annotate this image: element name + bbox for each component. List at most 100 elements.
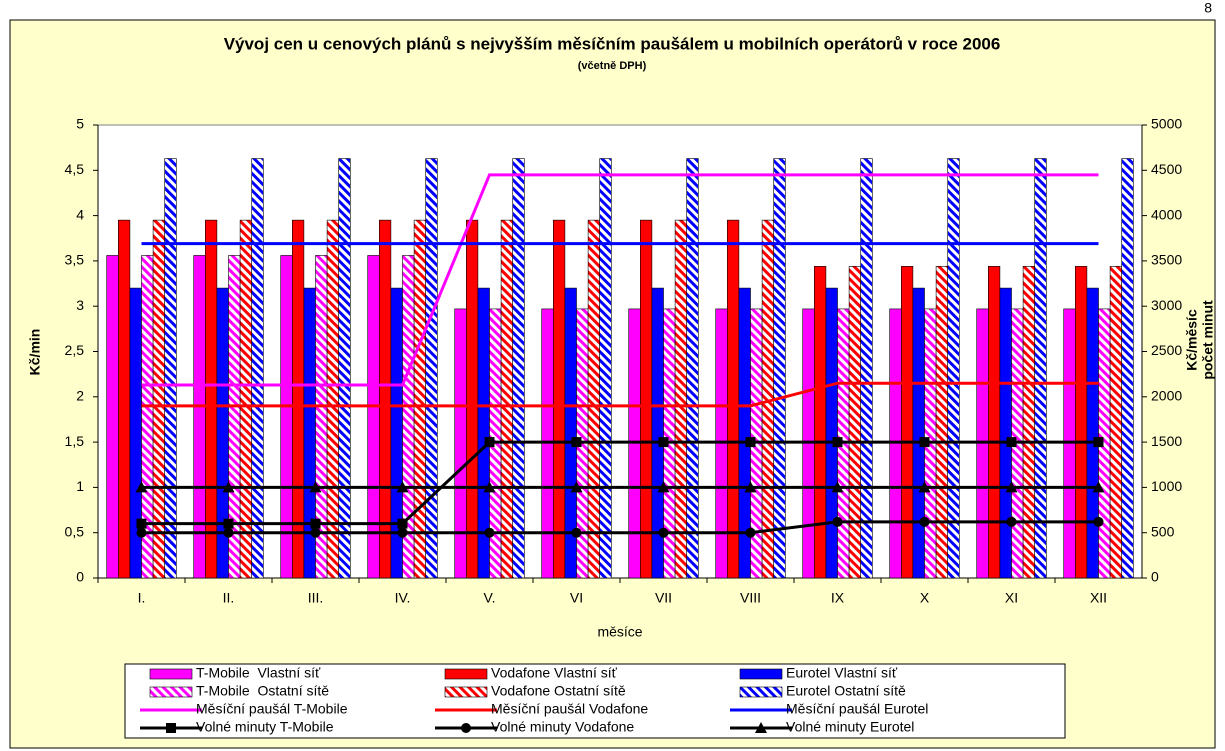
bar [164,158,177,579]
point-marker [918,481,931,493]
y2-axis-label: Kč/měsíc [1184,309,1200,371]
legend-label: Měsíční paušál Vodafone [491,701,648,717]
legend-swatch [739,668,783,680]
bar [987,266,1001,579]
point-marker [1005,481,1018,493]
point-marker [310,518,321,529]
x-axis-label: měsíce [597,624,642,640]
bar [251,158,264,579]
bar [1034,158,1047,579]
line [141,173,1099,387]
bar [106,255,119,579]
x-tick-label: IV. [395,590,411,606]
bar [999,287,1012,579]
point-marker [397,527,408,538]
x-tick-label: IX [831,590,845,606]
x-tick-label: VII [655,590,672,606]
point-marker [745,437,756,448]
x-tick-label: X [920,590,930,606]
y2-axis-label: počet minut [1200,300,1216,380]
point-marker [136,527,147,538]
legend-label: Vodafone Ostatní sítě [491,683,626,699]
point-marker [223,527,234,538]
x-tick-label: VI [570,590,583,606]
bar [118,219,131,579]
legend-label: Měsíční paušál T-Mobile [196,701,348,717]
legend-label: Vodafone Vlastní síť [491,665,618,681]
x-tick-label: XI [1005,590,1018,606]
bar [599,158,612,579]
y-tick-label: 0 [76,569,84,585]
y2-tick-label: 500 [1151,523,1175,539]
y-axis-label: Kč/min [27,329,43,376]
point-marker [919,516,930,527]
bar [1109,266,1122,579]
bar [912,287,925,579]
point-marker [1092,481,1105,493]
y-tick-label: 3 [76,297,84,313]
line [141,381,1099,408]
y-tick-label: 2 [76,388,84,404]
point-marker [832,516,843,527]
bar [1075,266,1088,579]
y2-tick-label: 5000 [1151,116,1182,132]
bar [825,287,838,579]
legend-label: Volné minuty T-Mobile [196,719,334,735]
y-tick-label: 3,5 [65,252,85,268]
x-tick-label: II. [223,590,235,606]
x-tick-label: VIII [740,590,761,606]
point-marker [657,481,670,493]
bar [686,158,699,579]
bar [1121,158,1134,579]
legend-marker [755,722,767,733]
x-tick-label: XII [1090,590,1107,606]
y-tick-label: 4 [76,206,84,222]
y-tick-label: 4,5 [65,161,85,177]
legend-swatch [444,686,488,698]
legend-marker [166,723,176,733]
y-tick-label: 1 [76,478,84,494]
legend-marker [461,723,471,733]
y-tick-label: 0,5 [65,523,85,539]
legend-label: Měsíční paušál Eurotel [786,701,928,717]
y-tick-label: 5 [76,116,84,132]
legend-label: Eurotel Vlastní síť [786,665,898,681]
point-marker [1093,437,1104,448]
bar [425,158,438,579]
legend-label: Eurotel Ostatní sítě [786,683,906,699]
bar [338,158,351,579]
y2-tick-label: 1000 [1151,478,1182,494]
y-tick-label: 1,5 [65,433,85,449]
y-tick-label: 2,5 [65,342,85,358]
y2-tick-label: 3000 [1151,297,1182,313]
y2-tick-label: 4500 [1151,161,1182,177]
bar [860,158,873,579]
point-marker [484,527,495,538]
point-marker [570,481,583,493]
point-marker [1093,516,1104,527]
legend-swatch [444,668,488,680]
y2-tick-label: 3500 [1151,252,1182,268]
bar [1022,266,1035,579]
x-tick-label: V. [484,590,496,606]
bar [935,266,948,579]
legend-label: T-Mobile Ostatní sítě [196,683,329,699]
bar [454,308,467,579]
bar [900,266,914,579]
point-marker [658,527,669,538]
bar [813,266,827,579]
legend-label: Volné minuty Vodafone [491,719,634,735]
bar [465,219,479,579]
x-tick-label: III. [308,590,324,606]
bar [413,219,427,579]
bar [1086,287,1099,579]
legend-label: T-Mobile Vlastní síť [196,665,321,681]
y2-tick-label: 1500 [1151,433,1182,449]
point-marker [571,437,582,448]
point-marker [1006,516,1017,527]
legend-swatch [739,686,783,698]
point-marker [919,437,930,448]
point-marker [136,518,147,529]
